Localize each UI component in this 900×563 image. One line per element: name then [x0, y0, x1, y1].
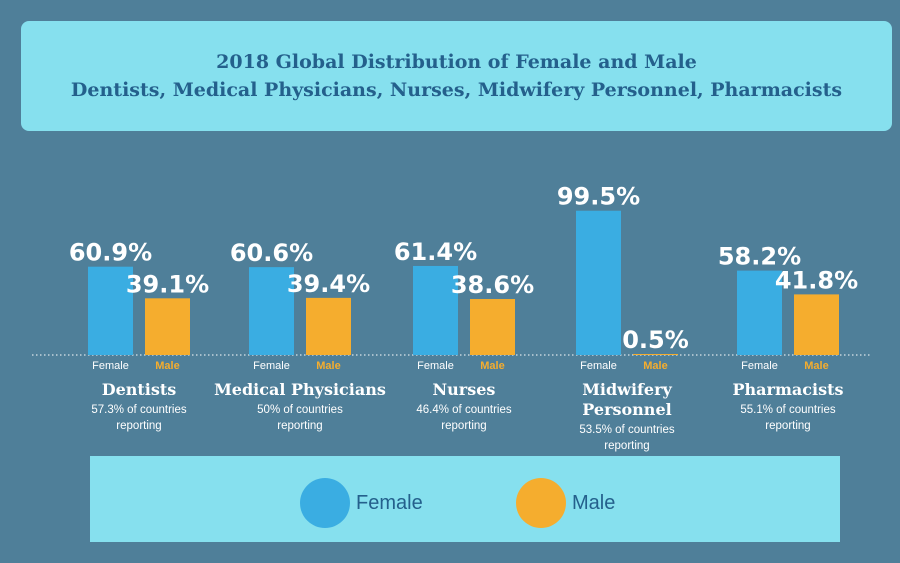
reporting-note-4-line-1: 53.5% of countries: [579, 424, 675, 436]
bar-male-4: [633, 354, 678, 355]
category-label-2-line-1: Medical Physicians: [214, 380, 386, 399]
legend: Female Male: [90, 456, 840, 542]
reporting-note-4-line-2: reporting: [604, 440, 649, 452]
reporting-note-2-line-2: reporting: [277, 420, 322, 432]
bar-label-female-3: Female: [417, 360, 454, 372]
value-label-male-2: 39.4%: [287, 270, 370, 298]
category-label-4-line-2: Personnel: [582, 400, 671, 419]
bar-label-female-4: Female: [580, 360, 617, 372]
bar-female-4: [576, 210, 621, 355]
bar-label-female-2: Female: [253, 360, 290, 372]
value-label-female-4: 99.5%: [557, 183, 640, 211]
category-label-5-line-1: Pharmacists: [733, 380, 844, 399]
bar-label-male-4: Male: [643, 360, 667, 372]
category-label-3-line-1: Nurses: [433, 380, 496, 399]
legend-item-female: Female: [300, 478, 423, 528]
value-label-male-1: 39.1%: [126, 270, 209, 298]
legend-item-male: Male: [516, 478, 615, 528]
value-label-male-4: 0.5%: [622, 326, 689, 354]
reporting-note-1-line-1: 57.3% of countries: [91, 404, 187, 416]
chart-subtitle: Dentists, Medical Physicians, Nurses, Mi…: [70, 79, 843, 101]
legend-swatch-male: [516, 478, 566, 528]
reporting-note-5-line-1: 55.1% of countries: [740, 404, 836, 416]
bar-label-male-5: Male: [804, 360, 828, 372]
bar-female-3: [413, 265, 458, 355]
legend-swatch-female: [300, 478, 350, 528]
bar-label-female-5: Female: [741, 360, 778, 372]
bar-label-female-1: Female: [92, 360, 129, 372]
reporting-note-3-line-2: reporting: [441, 420, 486, 432]
reporting-note-5-line-2: reporting: [765, 420, 810, 432]
reporting-note-3-line-1: 46.4% of countries: [416, 404, 512, 416]
bar-female-2: [249, 267, 294, 355]
bar-female-5: [737, 270, 782, 355]
value-label-male-5: 41.8%: [775, 266, 858, 294]
value-label-female-3: 61.4%: [394, 238, 477, 266]
reporting-note-2-line-1: 50% of countries: [257, 404, 343, 416]
chart-title: 2018 Global Distribution of Female and M…: [216, 51, 697, 73]
bar-male-2: [306, 297, 351, 355]
category-label-4-line-1: Midwifery: [582, 380, 672, 399]
bar-label-male-2: Male: [316, 360, 340, 372]
reporting-note-1-line-2: reporting: [116, 420, 161, 432]
bar-chart: 60.9% Female 39.1% Male Dentists 57.3% of cou…: [32, 183, 872, 452]
bar-label-male-1: Male: [155, 360, 179, 372]
value-label-female-2: 60.6%: [230, 239, 313, 267]
value-label-female-5: 58.2%: [718, 243, 801, 271]
value-label-male-3: 38.6%: [451, 271, 534, 299]
bar-female-1: [88, 266, 133, 355]
title-panel: 2018 Global Distribution of Female and M…: [21, 21, 892, 131]
category-label-1-line-1: Dentists: [102, 380, 177, 399]
legend-label-female: Female: [356, 491, 423, 514]
bar-male-3: [470, 299, 515, 355]
bar-male-1: [145, 298, 190, 355]
value-label-female-1: 60.9%: [69, 239, 152, 267]
legend-label-male: Male: [572, 491, 616, 514]
bar-male-5: [794, 294, 839, 355]
bar-label-male-3: Male: [480, 360, 504, 372]
